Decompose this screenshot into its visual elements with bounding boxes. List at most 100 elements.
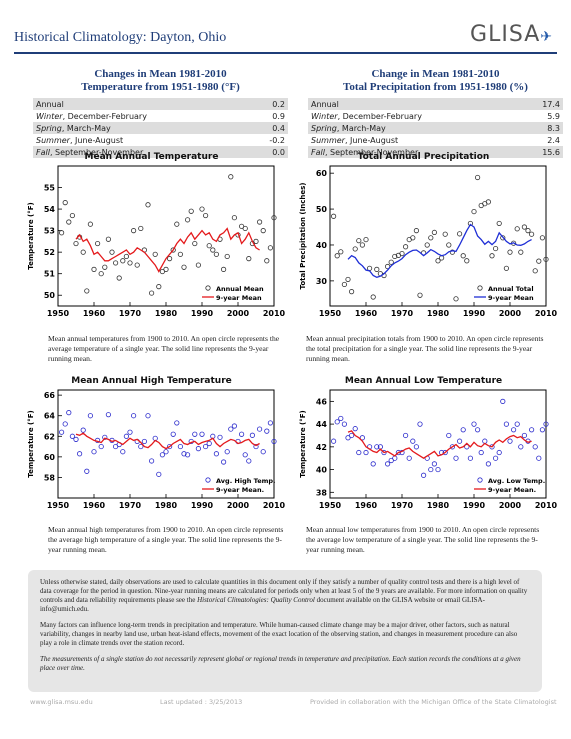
season-name: Fall	[36, 147, 50, 157]
season-name: Summer	[36, 135, 70, 145]
legend-label-annual: Avg. Low Temp.	[488, 477, 545, 485]
page-title: Historical Climatology: Dayton, Ohio	[14, 30, 227, 45]
data-point	[138, 225, 144, 232]
data-point	[120, 449, 126, 455]
data-point	[58, 230, 65, 236]
data-point	[521, 224, 527, 230]
x-tick-label: 1960	[83, 501, 106, 510]
x-tick-label: 1950	[47, 309, 70, 318]
data-point	[421, 472, 427, 478]
data-point	[231, 423, 237, 429]
season-name: Summer	[311, 135, 345, 145]
data-point	[449, 444, 455, 450]
data-point	[352, 246, 358, 252]
data-point	[413, 444, 420, 450]
methodology-note: Unless otherwise stated, daily observati…	[28, 570, 542, 692]
legend-label-annual: Annual Mean	[216, 285, 264, 293]
precipitation-season-cell: Spring, March-May	[308, 122, 520, 134]
data-point	[221, 459, 227, 465]
chart-plot: 1950 1960 1970 1980 1990 2000 2010 38 40 42 44 46 Te…	[299, 389, 558, 510]
footer-website-link[interactable]: www.glisa.msu.edu	[30, 698, 93, 706]
data-point	[536, 258, 542, 264]
data-point	[338, 415, 344, 422]
chart-plot: 1950 1960 1970 1980 1990 2000 2010 50 51 52 53 54 55…	[27, 165, 286, 318]
x-tick-label: 2000	[499, 501, 522, 510]
temperature-change-table: Changes in Mean 1981-2010 Temperature fr…	[33, 68, 288, 158]
data-point	[374, 444, 380, 450]
data-point	[493, 245, 499, 252]
data-point	[374, 266, 380, 272]
temperature-table-title-line1: Changes in Mean 1981-2010	[94, 68, 227, 80]
data-point	[127, 260, 133, 266]
page-header: Historical Climatology: Dayton, Ohio GLI…	[0, 0, 571, 58]
data-point	[224, 253, 230, 260]
temperature-season-cell: Summer, June-August	[33, 134, 248, 146]
data-point	[174, 221, 180, 227]
data-point	[73, 436, 79, 442]
data-point	[471, 421, 477, 427]
high-temperature-caption: Mean annual high temperatures from 1900 …	[48, 525, 284, 554]
x-tick-label: 1970	[119, 309, 142, 318]
data-point	[203, 443, 209, 450]
precipitation-row: Spring, March-May 8.3	[308, 122, 563, 134]
data-point	[500, 235, 506, 241]
data-point	[539, 427, 545, 433]
data-point	[514, 226, 520, 232]
data-point	[134, 262, 140, 268]
data-point	[267, 420, 273, 426]
data-point	[206, 440, 212, 447]
data-point	[102, 264, 108, 270]
data-point	[249, 432, 255, 438]
data-point	[529, 231, 535, 237]
data-point	[62, 200, 68, 206]
data-point	[532, 268, 538, 274]
data-point	[348, 432, 355, 439]
mean-annual-low-temperature-chart: Mean Annual Low Temperature 1950 1960 1970 1…	[296, 376, 558, 514]
data-point	[359, 435, 366, 441]
temperature-value-cell: 0.0	[248, 146, 288, 158]
data-point	[228, 426, 234, 432]
data-point	[76, 451, 83, 457]
data-point	[66, 410, 72, 416]
data-point	[163, 449, 169, 455]
precipitation-row: Annual 17.4	[308, 98, 563, 110]
data-point	[457, 231, 463, 237]
data-point	[206, 243, 212, 249]
season-name: Spring	[36, 123, 62, 133]
data-point	[199, 431, 205, 437]
temperature-table-title: Changes in Mean 1981-2010 Temperature fr…	[33, 68, 288, 94]
data-point	[500, 398, 506, 404]
data-point	[246, 458, 252, 464]
data-point	[149, 458, 155, 464]
precipitation-value-cell: 17.4	[519, 98, 563, 110]
data-point	[410, 235, 416, 241]
data-point	[485, 461, 491, 467]
data-point	[449, 249, 455, 255]
precipitation-row: Winter, December-February 5.9	[308, 110, 563, 122]
data-point	[392, 253, 398, 260]
data-point	[496, 449, 502, 456]
x-tick-label: 1990	[463, 309, 486, 318]
temperature-value-cell: 0.4	[248, 122, 288, 134]
chart-title: Mean Annual Low Temperature	[344, 376, 503, 386]
data-point	[242, 452, 248, 458]
data-point	[84, 468, 90, 474]
data-point	[195, 446, 201, 452]
data-point	[149, 290, 155, 296]
precipitation-table-title-line2: Total Precipitation from 1951-1980 (%)	[343, 81, 528, 93]
legend-label-running: 9-year Mean.	[216, 486, 264, 494]
note-text: Unless otherwise stated, daily observati…	[40, 578, 528, 604]
note-paragraph-factors: Many factors can influence long-term tre…	[40, 621, 518, 647]
data-point	[521, 432, 527, 439]
data-point	[217, 434, 223, 440]
data-point	[388, 259, 394, 265]
y-tick-label: 50	[44, 291, 56, 300]
mean-annual-temperature-chart: Mean Annual Temperature 1950 1960 1970 1980 1…	[24, 152, 286, 322]
temperature-season-cell: Fall, September-November	[33, 146, 249, 158]
y-tick-label: 58	[44, 473, 56, 482]
legend-point-marker	[477, 285, 483, 291]
data-point	[334, 419, 340, 425]
running-mean-line	[75, 227, 260, 273]
temperature-row: Winter, December-February 0.9	[33, 110, 288, 122]
data-point	[221, 266, 227, 272]
